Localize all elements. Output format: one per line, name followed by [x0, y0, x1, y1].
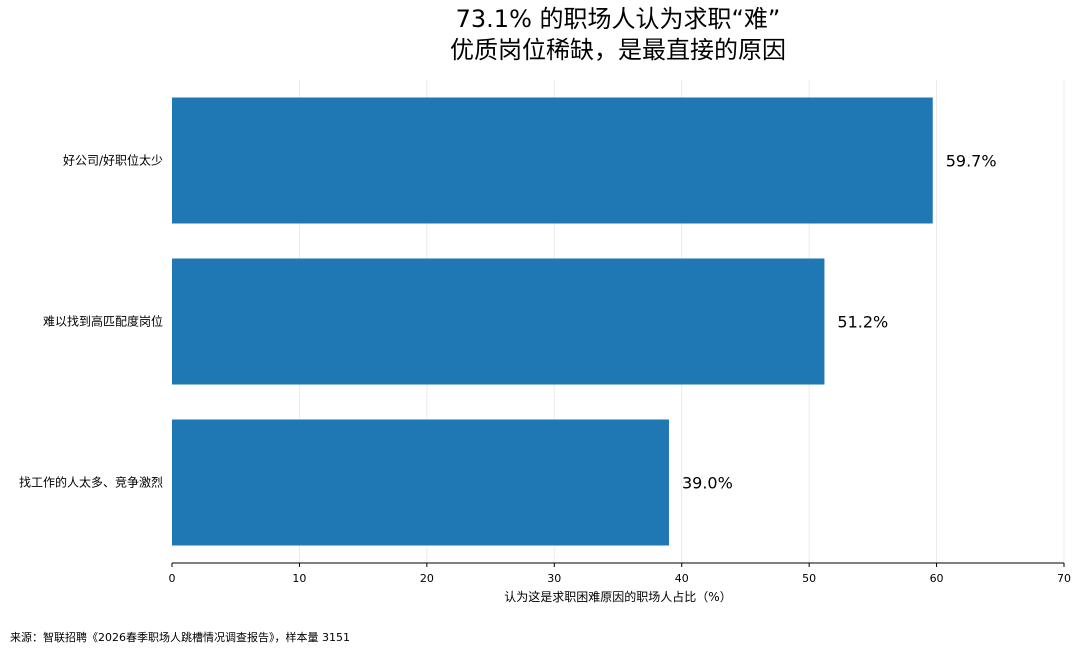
x-tick-label-5: 50 — [802, 572, 816, 585]
x-tick-label-4: 40 — [675, 572, 689, 585]
value-label-2: 39.0% — [682, 474, 733, 493]
value-label-0: 59.7% — [946, 152, 997, 171]
axes: 0 10 20 30 40 50 60 70 — [169, 562, 1071, 585]
bars — [172, 97, 933, 546]
bar-0 — [172, 97, 933, 224]
source-note: 来源：智联招聘《2026春季职场人跳槽情况调查报告》，样本量 3151 — [10, 631, 350, 644]
bar-2 — [172, 419, 669, 546]
x-tick-label-3: 30 — [547, 572, 561, 585]
x-axis-title: 认为这是求职困难原因的职场人占比（%） — [504, 589, 731, 604]
category-label-2: 找工作的人太多、竞争激烈 — [19, 475, 163, 490]
chart-title-line-2: 优质岗位稀缺，是最直接的原因 — [450, 36, 786, 64]
category-label-0: 好公司/好职位太少 — [63, 153, 163, 168]
x-tick-label-6: 60 — [930, 572, 944, 585]
x-tick-label-7: 70 — [1057, 572, 1071, 585]
chart-title: 73.1% 的职场人认为求职“难” 优质岗位稀缺，是最直接的原因 — [0, 4, 1080, 66]
data-labels: 好公司/好职位太少 59.7% 难以找到高匹配度岗位 51.2% 找工作的人太多、竞争激… — [19, 152, 997, 493]
x-tick-label-1: 10 — [292, 572, 306, 585]
category-label-1: 难以找到高匹配度岗位 — [43, 314, 163, 329]
value-label-1: 51.2% — [837, 313, 888, 332]
chart-title-line-1: 73.1% 的职场人认为求职“难” — [455, 5, 781, 33]
x-tick-label-2: 20 — [420, 572, 434, 585]
bar-1 — [172, 258, 825, 385]
x-tick-label-0: 0 — [169, 572, 176, 585]
